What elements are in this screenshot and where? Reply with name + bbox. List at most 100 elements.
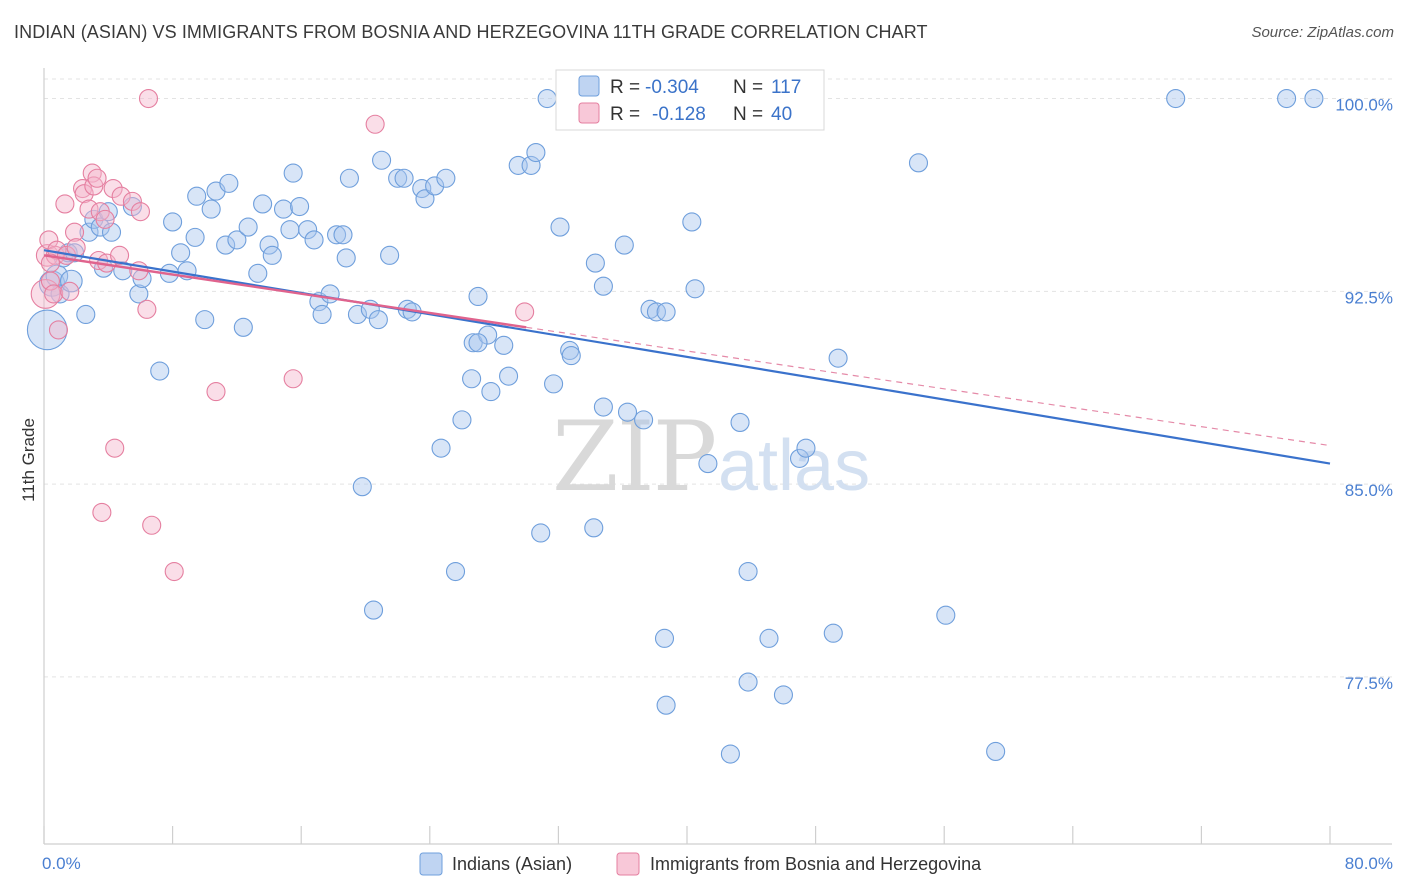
point-indians-asian <box>259 235 279 255</box>
point-indians-asian <box>201 199 221 219</box>
point-indians-asian <box>76 304 96 325</box>
point-indians-asian <box>363 600 384 620</box>
stats-box <box>555 69 825 131</box>
point-indians-asian <box>163 212 183 232</box>
point-bosnia <box>95 209 115 229</box>
stats-r-label-pink: R = <box>610 104 640 125</box>
point-indians-asian <box>738 561 758 582</box>
point-indians-asian <box>195 310 215 330</box>
point-indians-asian <box>682 212 702 232</box>
point-indians-asian <box>796 438 816 458</box>
point-bosnia <box>142 515 162 535</box>
point-indians-asian <box>304 230 324 250</box>
point-indians-asian <box>368 310 388 330</box>
point-indians-asian <box>185 227 205 247</box>
y-tick-label: 77.5% <box>1345 674 1393 693</box>
point-indians-asian <box>280 220 300 240</box>
point-indians-asian <box>614 235 634 255</box>
point-indians-asian <box>248 263 268 283</box>
point-bosnia <box>164 561 184 582</box>
point-indians-asian <box>646 302 667 322</box>
point-bosnia <box>40 253 60 273</box>
chart-source: Source: ZipAtlas.com <box>1251 24 1394 41</box>
point-indians-asian <box>654 628 675 648</box>
point-indians-asian <box>494 335 514 355</box>
bottom-legend: Indians (Asian) Immigrants from Bosnia a… <box>419 852 982 876</box>
stats-n-value-blue: 117 <box>771 77 801 98</box>
x-tick-label-max: 80.0% <box>1345 854 1393 873</box>
point-indians-asian <box>531 523 551 543</box>
point-indians-asian <box>380 245 400 265</box>
stats-n-value-pink: 40 <box>771 104 792 125</box>
point-indians-asian <box>773 685 794 705</box>
point-indians-asian <box>908 153 929 173</box>
stats-r-value-pink: -0.128 <box>652 104 706 125</box>
point-indians-asian <box>656 695 676 715</box>
point-indians-asian <box>262 245 282 265</box>
point-indians-asian <box>79 222 99 242</box>
point-indians-asian <box>593 276 613 296</box>
point-indians-asian <box>685 279 705 299</box>
point-indians-asian <box>283 163 303 183</box>
point-bosnia <box>44 284 64 304</box>
point-bosnia <box>122 191 142 211</box>
point-indians-asian <box>452 410 472 430</box>
y-tick-label: 92.5% <box>1345 288 1393 307</box>
point-bosnia <box>74 184 94 204</box>
point-indians-asian <box>561 346 581 366</box>
point-bosnia <box>30 278 61 309</box>
point-bosnia <box>105 438 125 458</box>
series-indians-asian-points <box>26 89 1324 764</box>
point-bosnia <box>87 168 107 188</box>
point-indians-asian <box>738 672 758 692</box>
point-indians-asian <box>521 155 541 175</box>
point-indians-asian <box>499 366 519 386</box>
point-bosnia <box>48 320 69 340</box>
point-indians-asian <box>227 230 247 250</box>
point-indians-asian <box>312 304 332 325</box>
point-indians-asian <box>656 302 676 322</box>
point-indians-asian <box>828 348 848 368</box>
point-indians-asian <box>425 176 445 196</box>
point-indians-asian <box>789 448 810 468</box>
point-indians-asian <box>526 142 546 163</box>
stats-swatch-pink <box>578 102 600 124</box>
stats-swatch-blue <box>578 75 600 97</box>
point-indians-asian <box>187 186 207 206</box>
point-bosnia <box>92 502 112 522</box>
point-indians-asian <box>98 202 118 222</box>
point-indians-asian <box>352 477 372 497</box>
y-tick-labels: 100.0% 92.5% 85.0% 77.5% <box>1335 96 1393 693</box>
y-tick-label: 100.0% <box>1335 96 1393 115</box>
point-indians-asian <box>1277 89 1297 109</box>
point-indians-asian <box>216 235 236 255</box>
point-indians-asian <box>388 168 408 188</box>
point-bosnia <box>206 382 226 402</box>
point-bosnia <box>283 369 303 389</box>
point-bosnia <box>137 299 157 319</box>
point-indians-asian <box>481 382 501 402</box>
point-indians-asian <box>415 189 435 209</box>
point-indians-asian <box>986 741 1006 762</box>
legend-swatch-bosnia <box>616 852 640 876</box>
point-bosnia <box>79 199 99 219</box>
point-indians-asian <box>462 369 482 389</box>
point-indians-asian <box>537 89 557 109</box>
point-bosnia <box>64 222 85 242</box>
legend-label-bosnia: Immigrants from Bosnia and Herzegovina <box>650 854 982 874</box>
point-bosnia <box>138 89 159 109</box>
point-indians-asian <box>253 194 273 214</box>
point-indians-asian <box>394 168 414 188</box>
point-indians-asian <box>327 225 347 245</box>
point-indians-asian <box>238 217 258 237</box>
point-bosnia <box>130 202 150 222</box>
point-indians-asian <box>617 402 638 422</box>
legend-swatch-indians-asian <box>419 852 443 876</box>
point-indians-asian <box>584 518 604 538</box>
y-tick-label: 85.0% <box>1345 481 1393 500</box>
point-indians-asian <box>544 374 564 394</box>
point-bosnia <box>60 281 80 301</box>
x-tick-label-min: 0.0% <box>42 854 81 873</box>
point-indians-asian <box>129 284 149 304</box>
